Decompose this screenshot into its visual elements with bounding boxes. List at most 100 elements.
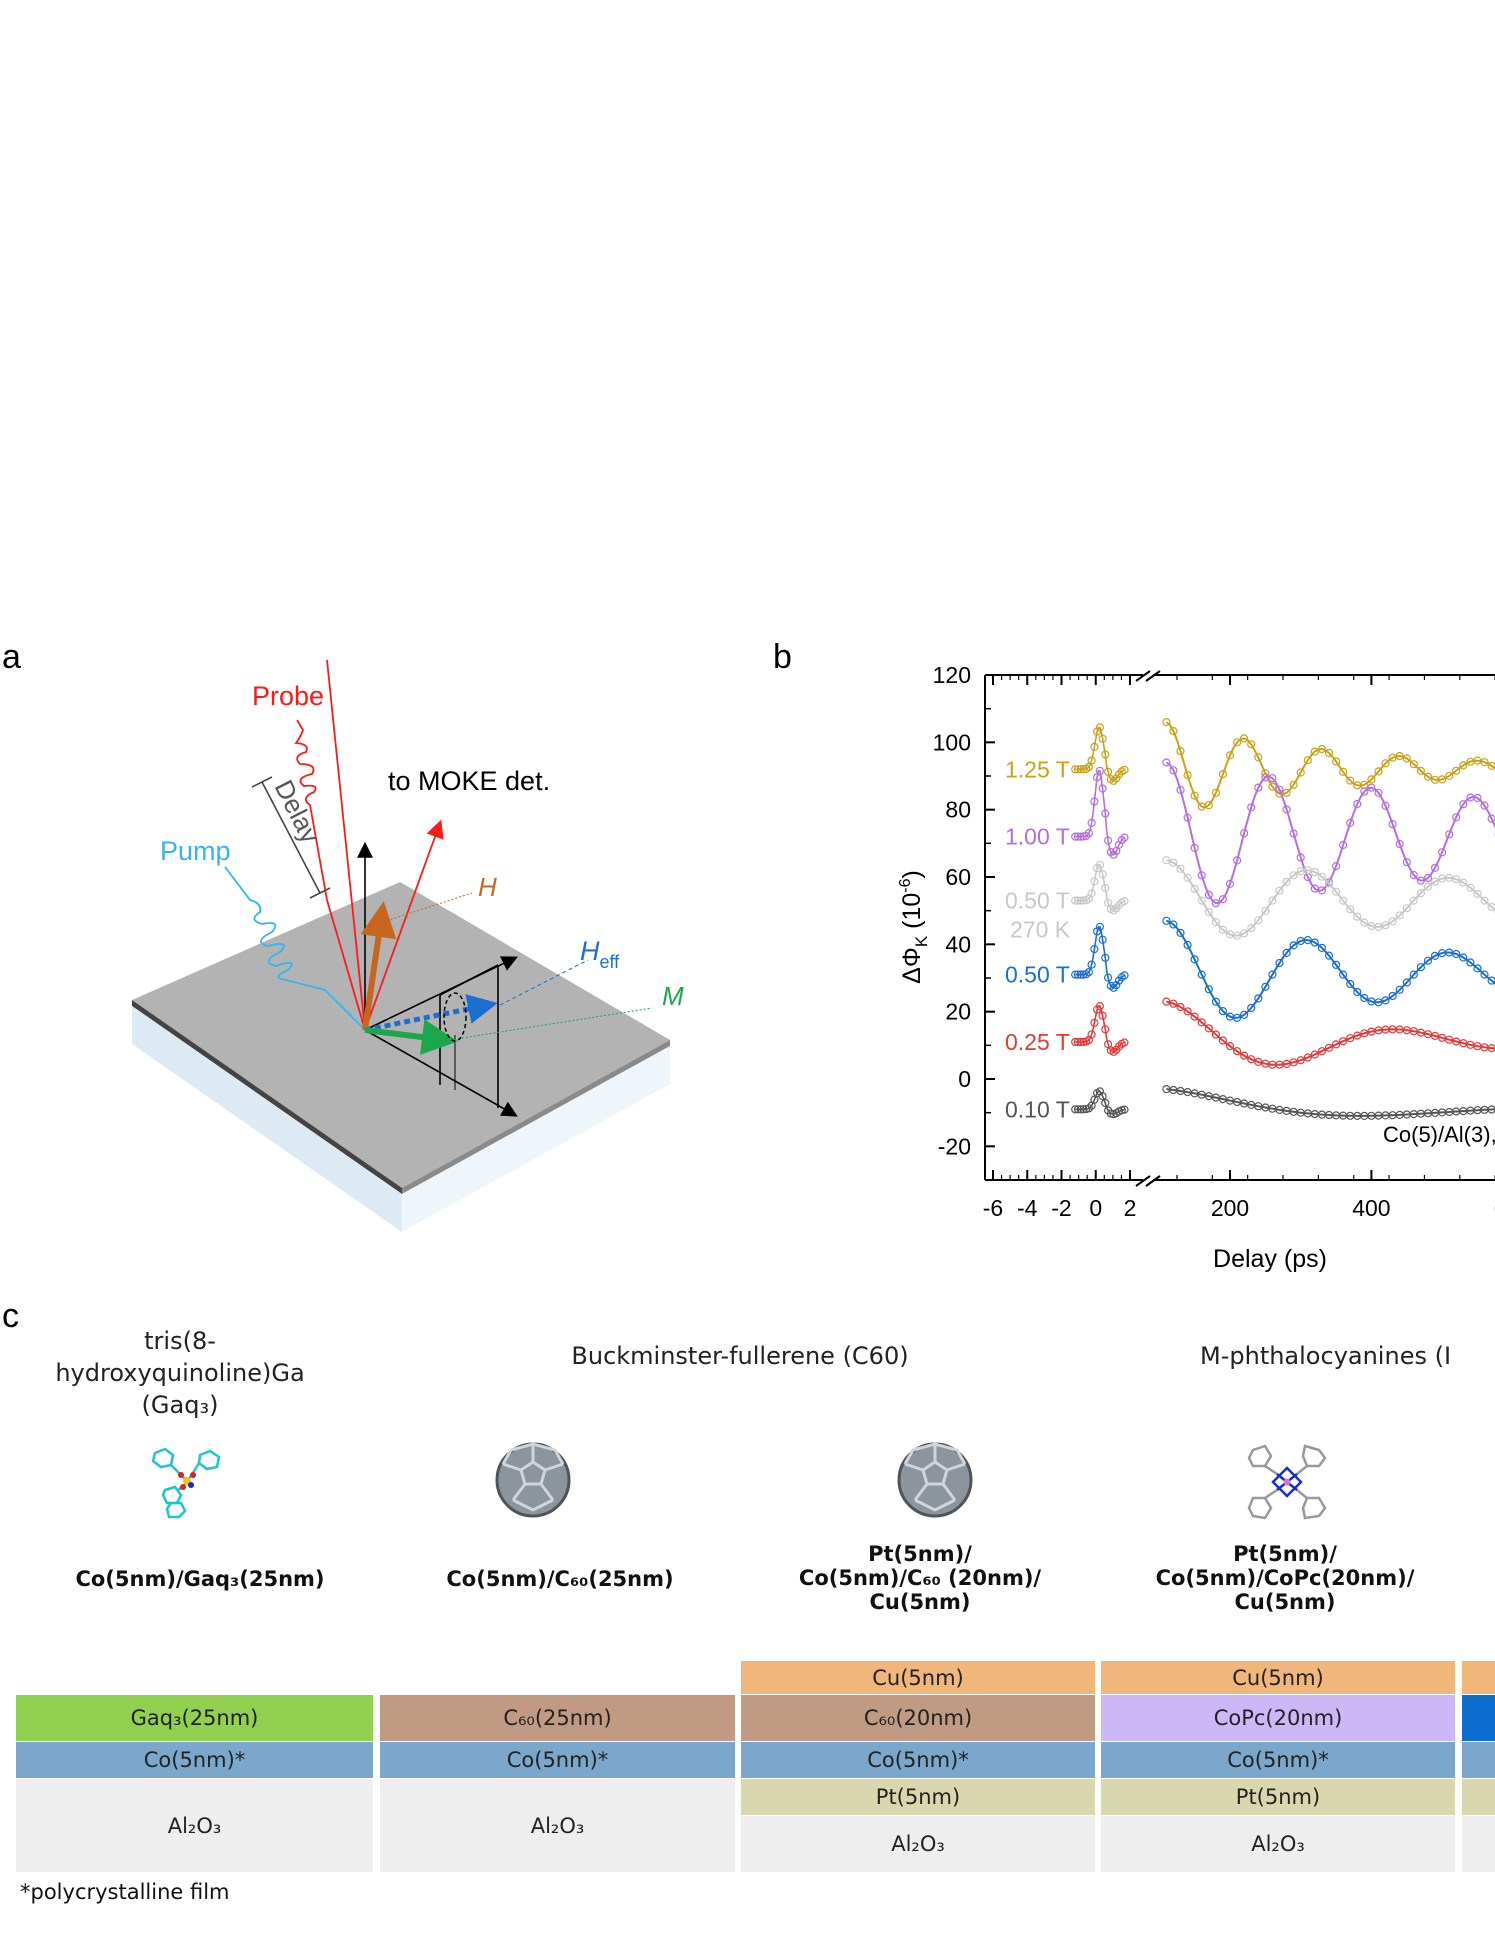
series-line-long <box>1165 721 1495 809</box>
data-point <box>1183 873 1192 882</box>
gaq-title-line2: hydroxyquinoline)Ga <box>55 1359 305 1387</box>
data-point <box>1084 1104 1093 1113</box>
data-point <box>1204 890 1213 899</box>
data-point <box>1204 1024 1213 1033</box>
series-label: 1.25 T <box>1005 756 1070 782</box>
data-point <box>1303 1053 1312 1062</box>
layer-pt-5 <box>1462 1779 1495 1815</box>
data-point <box>1247 1055 1256 1064</box>
data-point <box>1310 1050 1319 1059</box>
stack-label-4: Pt(5nm)/ Co(5nm)/CoPc(20nm)/ Cu(5nm) <box>1120 1542 1450 1614</box>
data-point <box>1120 833 1129 842</box>
data-point <box>1183 771 1192 780</box>
data-point <box>1459 878 1468 887</box>
layer-cu-4: Cu(5nm) <box>1101 1661 1455 1694</box>
data-point <box>1095 860 1104 869</box>
data-point <box>1381 759 1390 768</box>
stack-label-1: Co(5nm)/Gaq₃(25nm) <box>40 1567 360 1591</box>
data-point <box>1162 758 1171 767</box>
stack-label-4-line2: Co(5nm)/CoPc(20nm)/ <box>1155 1566 1415 1590</box>
data-point <box>1402 754 1411 763</box>
data-point <box>1204 907 1213 917</box>
data-point <box>1452 766 1461 775</box>
layer-co-2: Co(5nm)* <box>380 1742 735 1778</box>
data-point <box>1430 863 1440 872</box>
data-point <box>1275 785 1284 794</box>
data-point <box>1095 922 1104 931</box>
data-point <box>1374 788 1383 797</box>
data-point <box>1225 751 1235 760</box>
y-tick-label: 0 <box>958 1066 971 1092</box>
data-point <box>1346 905 1355 914</box>
data-point <box>1395 911 1404 920</box>
series-line-short <box>1075 863 1125 912</box>
data-point <box>1095 723 1104 732</box>
data-point <box>1084 829 1093 838</box>
x-axis-title: Delay (ps) <box>1213 1245 1327 1273</box>
data-point <box>1416 766 1426 776</box>
data-point <box>1190 955 1199 964</box>
data-point <box>1353 987 1362 997</box>
data-point <box>1268 896 1277 905</box>
data-point <box>1261 982 1270 991</box>
data-point <box>1445 771 1454 781</box>
y-tick-label: 20 <box>945 999 971 1025</box>
y-tick-label: 80 <box>945 797 971 823</box>
data-point <box>1395 985 1404 994</box>
data-point <box>1296 1056 1305 1065</box>
data-point <box>1084 968 1093 977</box>
layer-blue-5 <box>1462 1695 1495 1741</box>
layer-cu-5 <box>1462 1661 1495 1694</box>
data-point <box>1416 963 1426 972</box>
stack-label-3-line1: Pt(5nm)/ <box>868 1542 972 1566</box>
layer-pt-3: Pt(5nm) <box>741 1779 1095 1815</box>
stack-label-2-line1: Co(5nm)/C₆₀(25nm) <box>446 1567 674 1591</box>
series-5 <box>1071 1085 1495 1120</box>
data-point <box>1324 879 1334 888</box>
series-label: 0.25 T <box>1005 1029 1070 1055</box>
data-point <box>1346 818 1355 827</box>
data-point <box>1101 1098 1110 1108</box>
data-point <box>1388 917 1397 926</box>
data-point <box>1261 906 1270 915</box>
probe-beam <box>294 660 444 1031</box>
data-point <box>1190 1012 1199 1021</box>
probe-label: Probe <box>252 681 324 711</box>
heff-label: Heff <box>580 936 620 972</box>
data-point <box>1120 1038 1129 1047</box>
data-point <box>1388 991 1397 1001</box>
data-point <box>1169 766 1178 775</box>
data-point <box>1346 979 1355 989</box>
c60-molecule-icon-2 <box>897 1442 973 1518</box>
data-point <box>1353 1031 1362 1040</box>
data-point <box>1423 956 1433 965</box>
stack-label-3: Pt(5nm)/ Co(5nm)/C₆₀ (20nm)/ Cu(5nm) <box>760 1542 1080 1614</box>
stack-label-2: Co(5nm)/C₆₀(25nm) <box>400 1567 720 1591</box>
data-point <box>1402 858 1411 867</box>
data-point <box>1324 1043 1334 1052</box>
layer-al2o3-4: Al₂O₃ <box>1101 1816 1455 1872</box>
data-point <box>1117 835 1126 845</box>
pump-beam <box>224 866 366 1031</box>
data-point <box>1282 948 1291 957</box>
panel-letter-c: c <box>2 1297 19 1335</box>
data-point <box>1346 1034 1355 1043</box>
pump-label: Pump <box>160 836 231 866</box>
series-3 <box>1071 916 1495 1022</box>
stack-label-1-line1: Co(5nm)/Gaq₃(25nm) <box>75 1567 325 1591</box>
axis-break-1-b <box>1145 1175 1161 1187</box>
data-point <box>1204 985 1213 994</box>
layer-co-4: Co(5nm)* <box>1101 1742 1455 1778</box>
series-line-long <box>1166 1000 1495 1066</box>
data-point <box>1289 871 1298 880</box>
data-point <box>1353 912 1362 921</box>
data-point <box>1254 916 1263 925</box>
data-point <box>1218 770 1227 779</box>
axis-break-1-a <box>1135 1175 1151 1187</box>
data-point <box>1339 970 1348 979</box>
data-point <box>1233 738 1242 747</box>
c60-molecule-icon-1 <box>495 1442 571 1518</box>
m-label: M <box>662 981 684 1011</box>
x-tick-label: 2 <box>1124 1195 1137 1221</box>
layer-c60-25: C₆₀(25nm) <box>380 1695 735 1741</box>
